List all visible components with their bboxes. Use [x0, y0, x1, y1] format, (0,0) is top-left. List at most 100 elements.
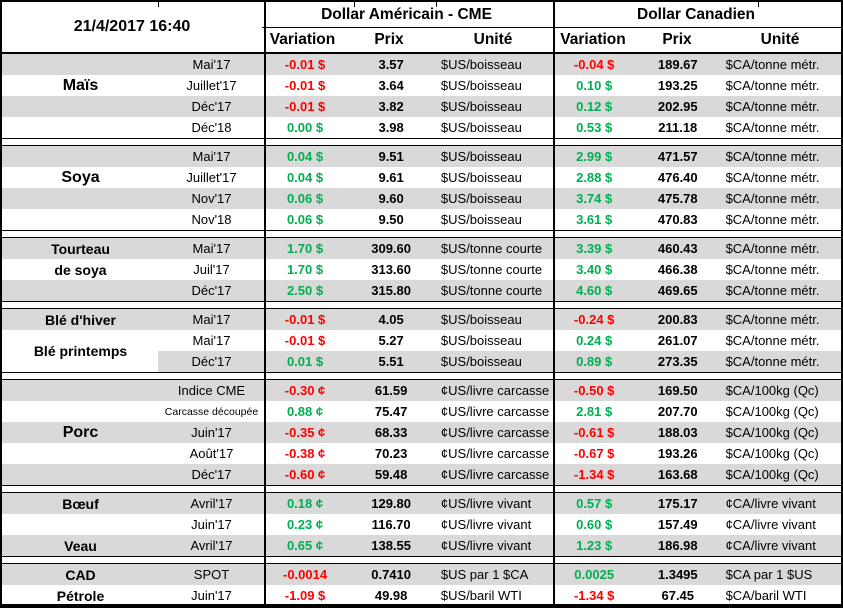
- divider-us-cad: [553, 2, 555, 604]
- cad-price: 1.3495: [657, 567, 698, 582]
- cad-variation: -0.50 $: [573, 383, 615, 398]
- category-label: Tourteau: [51, 240, 110, 257]
- divider-labels-us: [264, 2, 266, 604]
- cad-unit: $CA/baril WTI: [725, 588, 807, 603]
- us-price: 9.51: [378, 149, 404, 164]
- table-body: Mai'17 -0.01 $ 3.57 $US/boisseau -0.04 $ 189.…: [2, 54, 841, 604]
- cad-variation: 2.88 $: [576, 170, 613, 185]
- table-row: Mai'17 -0.01 $ 4.05 $US/boisseau -0.24 $ 200.…: [2, 309, 841, 330]
- us-unit: $US/boisseau: [440, 354, 522, 369]
- cad-variation: 0.12 $: [576, 99, 613, 114]
- cad-unit: ¢CA/livre vivant: [725, 517, 816, 532]
- us-unit: $US/boisseau: [440, 333, 522, 348]
- table-row: Déc'17 -0.60 ¢ 59.48 ¢US/livre carcasse -1.3…: [2, 464, 841, 485]
- category-label: Blé printemps: [33, 343, 128, 359]
- category-cell: [2, 330, 159, 351]
- contract-month: Nov'18: [191, 212, 232, 227]
- us-unit: $US/boisseau: [440, 149, 522, 164]
- category-cell: [2, 54, 158, 75]
- contract-month: Déc'17: [191, 99, 232, 114]
- cad-variation: 3.40 $: [576, 262, 613, 277]
- us-unit: ¢US/livre vivant: [440, 538, 532, 553]
- commodity-section: Mai'17 1.70 $ 309.60 $US/tonne courte 3.39 $…: [2, 238, 841, 301]
- contract-month: Mai'17: [192, 57, 231, 72]
- category-cell: [2, 188, 158, 209]
- cad-unit: $CA/tonne métr.: [725, 149, 820, 164]
- us-variation: -0.38 ¢: [284, 446, 326, 461]
- table-row: Mai'17 0.04 $ 9.51 $US/boisseau 2.99 $ 471.57…: [2, 146, 841, 167]
- us-price: 116.70: [371, 517, 411, 532]
- us-price: 4.05: [378, 312, 404, 327]
- us-variation: -0.30 ¢: [284, 383, 326, 398]
- us-unit: ¢US/livre carcasse: [440, 404, 550, 419]
- cad-price: 470.83: [657, 212, 698, 227]
- table-row: Avril'17 0.65 ¢ 138.55 ¢US/livre vivant 1.23…: [2, 535, 841, 556]
- contract-month: Août'17: [189, 446, 234, 461]
- category-label: Pétrole: [56, 587, 105, 604]
- table-row: Nov'18 0.06 $ 9.50 $US/boisseau 3.61 $ 470.83…: [2, 209, 841, 230]
- table-row: Juillet'17 -0.01 $ 3.64 $US/boisseau 0.10 $ 1…: [2, 75, 841, 96]
- us-price: 70.23: [374, 446, 408, 461]
- contract-month: Déc'17: [191, 283, 232, 298]
- cad-price: 475.78: [657, 191, 698, 206]
- commodity-section: Mai'17 -0.01 $ 3.57 $US/boisseau -0.04 $ 189.…: [2, 54, 841, 138]
- cad-unit: ¢CA/livre vivant: [725, 538, 816, 553]
- contract-month: SPOT: [193, 567, 230, 582]
- us-price: 0.7410: [371, 567, 411, 582]
- cad-variation: 0.53 $: [576, 120, 613, 135]
- cad-variation: 3.74 $: [576, 191, 613, 206]
- us-price: 3.57: [378, 57, 404, 72]
- us-price: 138.55: [371, 538, 411, 553]
- table-row: Déc'17 0.01 $ 5.51 $US/boisseau 0.89 $ 273.35…: [2, 351, 841, 372]
- table-row: Avril'17 0.18 ¢ 129.80 ¢US/livre vivant 0.57…: [2, 493, 841, 514]
- us-variation: -0.35 ¢: [284, 425, 326, 440]
- table-row: Juil'17 1.70 $ 313.60 $US/tonne courte 3.40 …: [2, 259, 841, 280]
- cad-unit: $CA/tonne métr.: [725, 354, 820, 369]
- cad-unit: $CA/100kg (Qc): [725, 404, 819, 419]
- contract-month: Mai'17: [192, 149, 231, 164]
- table-row: Nov'17 0.06 $ 9.60 $US/boisseau 3.74 $ 475.78…: [2, 188, 841, 209]
- cad-unit: $CA/100kg (Qc): [725, 446, 819, 461]
- section-separator: [2, 138, 841, 146]
- us-unit: ¢US/livre carcasse: [440, 446, 550, 461]
- us-variation: 0.04 $: [286, 170, 324, 185]
- table-row: Carcasse découpée 0.88 ¢ 75.47 ¢US/livre ca…: [2, 401, 841, 422]
- contract-month: Déc'17: [191, 467, 232, 482]
- us-price: 9.50: [378, 212, 404, 227]
- category-cell: [2, 401, 158, 422]
- cad-unit: $CA/100kg (Qc): [725, 425, 819, 440]
- cad-unit: $CA/tonne métr.: [725, 262, 820, 277]
- cad-price: 169.50: [657, 383, 698, 398]
- contract-month: Carcasse découpée: [164, 405, 259, 418]
- category-cell: [2, 443, 158, 464]
- top-tick: [758, 2, 759, 7]
- table-row: Juin'17 -0.35 ¢ 68.33 ¢US/livre carcasse -0.…: [2, 422, 841, 443]
- category-cell: [2, 117, 158, 138]
- cad-price: 188.03: [657, 425, 698, 440]
- us-variation: 1.70 $: [286, 262, 324, 277]
- us-unit: $US/boisseau: [440, 99, 522, 114]
- category-cell: [2, 464, 158, 485]
- cad-price: 193.25: [657, 78, 698, 93]
- table-row: Mai'17 -0.01 $ 3.57 $US/boisseau -0.04 $ 189.…: [2, 54, 841, 75]
- us-price: 5.51: [378, 354, 404, 369]
- category-cell: [2, 351, 159, 372]
- us-col-unite: Unité: [473, 31, 513, 48]
- cad-unit: ¢CA/livre vivant: [725, 496, 816, 511]
- cad-variation: -0.04 $: [573, 57, 615, 72]
- table-header: 21/4/2017 16:40 Dollar Américain - CME V…: [2, 2, 841, 54]
- cad-variation: 4.60 $: [576, 283, 613, 298]
- section-separator: [2, 372, 841, 380]
- cad-section-title: Dollar Canadien: [551, 2, 841, 28]
- category-cell: [2, 280, 158, 301]
- table-row: Déc'17 -0.01 $ 3.82 $US/boisseau 0.12 $ 202.9…: [2, 96, 841, 117]
- us-col-variation: Variation: [269, 31, 336, 48]
- us-unit: ¢US/livre carcasse: [440, 425, 550, 440]
- us-unit: $US par 1 $CA: [440, 567, 529, 582]
- us-unit: $US/boisseau: [440, 212, 522, 227]
- us-unit: $US/tonne courte: [440, 241, 543, 256]
- us-unit: $US/boisseau: [440, 57, 522, 72]
- cad-variation: 0.89 $: [576, 354, 613, 369]
- category-cell: [2, 514, 158, 535]
- cad-variation: 0.57 $: [576, 496, 613, 511]
